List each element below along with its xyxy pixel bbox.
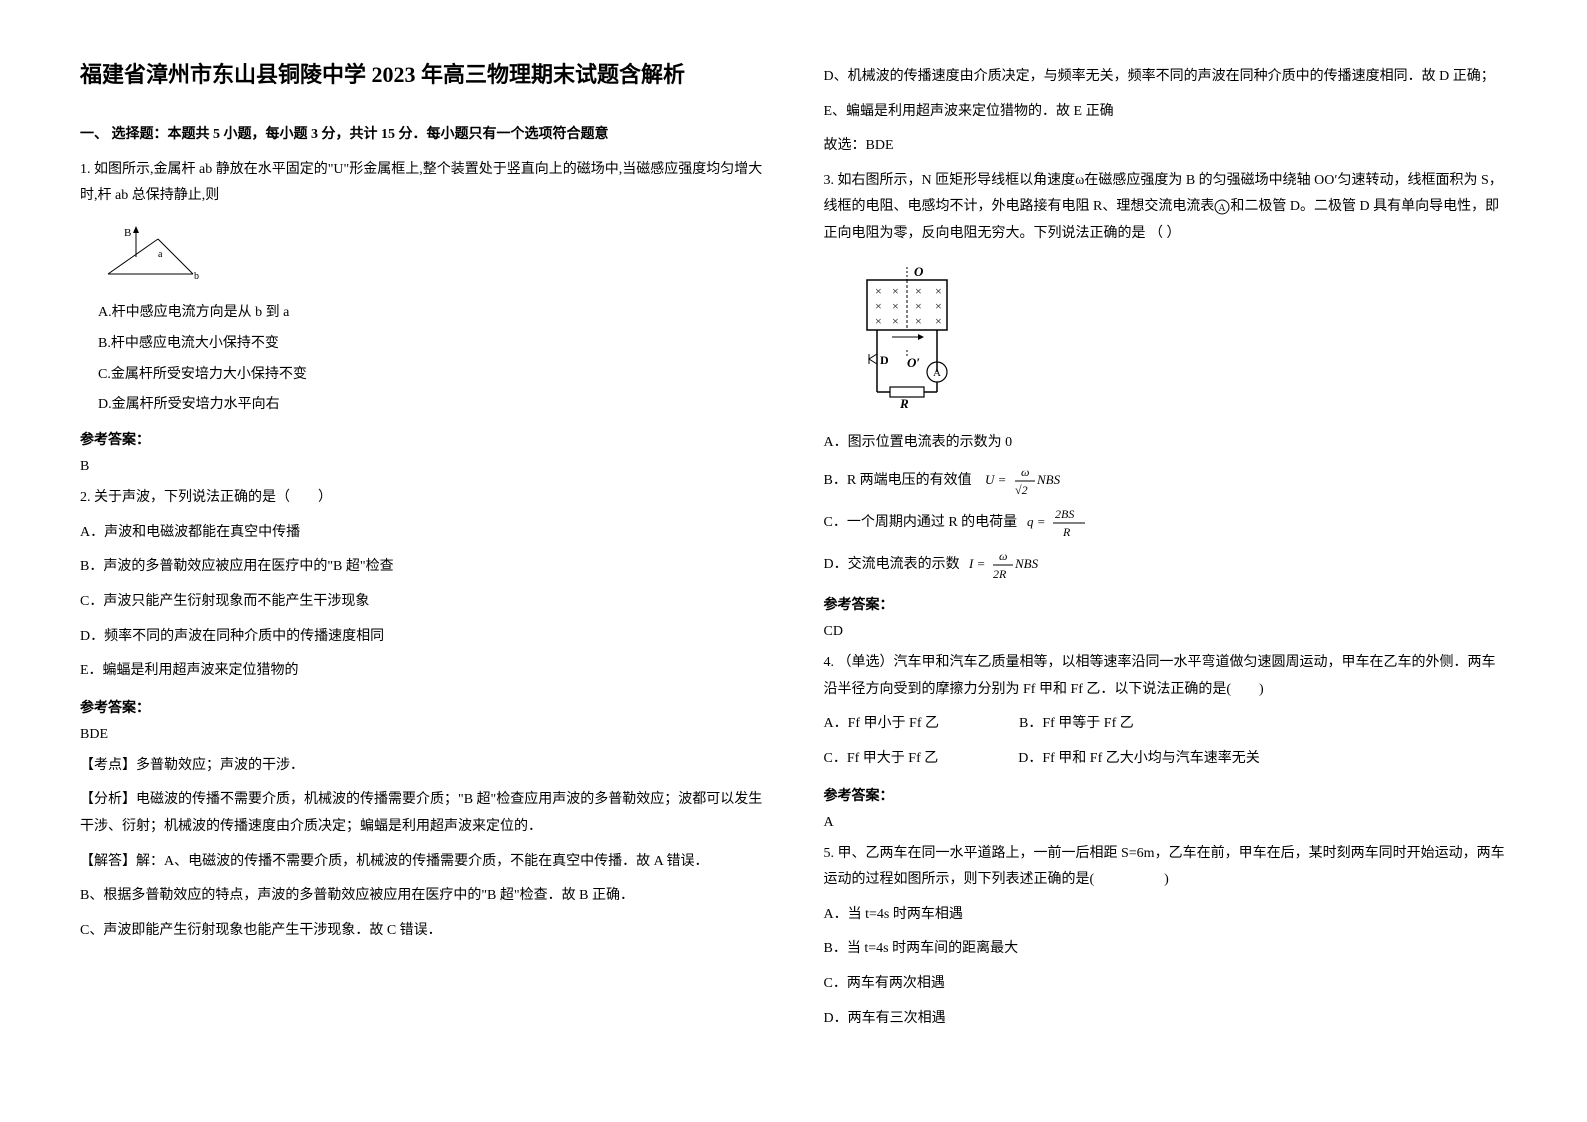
svg-text:ω: ω	[1021, 465, 1029, 479]
q4-option-c: C．Ff 甲大于 Ff 乙	[824, 746, 939, 773]
svg-text:I =: I =	[969, 556, 985, 571]
q4-stem: 4. （单选）汽车甲和汽车乙质量相等，以相等速率沿同一水平弯道做匀速圆周运动，甲…	[824, 650, 1508, 703]
svg-text:R: R	[899, 396, 909, 411]
q2-option-e: E．蝙蝠是利用超声波来定位猎物的	[80, 658, 764, 685]
q2-fenxi: 【分析】电磁波的传播不需要介质，机械波的传播需要介质；"B 超"检查应用声波的多…	[80, 787, 764, 840]
q1-answer: B	[80, 459, 764, 475]
q2-jieda4: D、机械波的传播速度由介质决定，与频率无关，频率不同的声波在同种介质中的传播速度…	[824, 64, 1508, 91]
svg-text:2BS: 2BS	[1055, 507, 1074, 521]
q3-optb-text: B．R 两端电压的有效值	[824, 473, 972, 488]
svg-text:×: ×	[915, 299, 922, 313]
svg-text:NBS: NBS	[1036, 472, 1061, 487]
q2-jieda1: 【解答】解：A、电磁波的传播不需要介质，机械波的传播需要介质，不能在真空中传播．…	[80, 849, 764, 876]
svg-text:×: ×	[892, 284, 899, 298]
svg-text:B: B	[124, 227, 131, 239]
q5-option-b: B．当 t=4s 时两车间的距离最大	[824, 936, 1508, 963]
q3-answer: CD	[824, 624, 1508, 640]
q4-option-a: A．Ff 甲小于 Ff 乙	[824, 711, 940, 738]
svg-text:b: b	[194, 271, 199, 282]
q3-option-d: D．交流电流表的示数 I = ω 2R NBS	[824, 548, 1508, 582]
q3-optd-formula: I = ω 2R NBS	[969, 557, 1059, 572]
section-1-header: 一、 选择题：本题共 5 小题，每小题 3 分，共计 15 分．每小题只有一个选…	[80, 123, 764, 143]
q2-option-b: B．声波的多普勒效应被应用在医疗中的"B 超"检查	[80, 554, 764, 581]
q5-stem: 5. 甲、乙两车在同一水平道路上，一前一后相距 S=6m，乙车在前，甲车在后，某…	[824, 841, 1508, 894]
q3-answer-label: 参考答案：	[824, 594, 1508, 614]
q3-optb-formula: U = ω √2 NBS	[985, 473, 1075, 488]
q1-option-d: D.金属杆所受安培力水平向右	[98, 390, 764, 421]
q1-option-b: B.杆中感应电流大小保持不变	[98, 329, 764, 360]
q2-answer-label: 参考答案：	[80, 697, 764, 717]
q1-option-a: A.杆中感应电流方向是从 b 到 a	[98, 298, 764, 329]
q2-kaodian: 【考点】多普勒效应；声波的干涉．	[80, 753, 764, 780]
page-title: 福建省漳州市东山县铜陵中学 2023 年高三物理期末试题含解析	[80, 60, 764, 91]
svg-text:×: ×	[915, 314, 922, 328]
q3-optc-formula: q = 2BS R	[1027, 515, 1097, 530]
q2-option-a: A．声波和电磁波都能在真空中传播	[80, 520, 764, 547]
q4-option-d: D．Ff 甲和 Ff 乙大小均与汽车速率无关	[1018, 746, 1260, 773]
svg-text:q =: q =	[1027, 514, 1046, 529]
svg-text:√2: √2	[1015, 483, 1028, 497]
svg-text:a: a	[158, 249, 163, 260]
q4-answer-label: 参考答案：	[824, 785, 1508, 805]
q3-option-a: A．图示位置电流表的示数为 0	[824, 430, 1508, 457]
q2-option-d: D．频率不同的声波在同种介质中的传播速度相同	[80, 624, 764, 651]
q2-stem: 2. 关于声波，下列说法正确的是（ ）	[80, 485, 764, 512]
svg-text:O′: O′	[907, 355, 920, 370]
svg-text:2R: 2R	[993, 567, 1007, 581]
q3-option-c: C．一个周期内通过 R 的电荷量 q = 2BS R	[824, 506, 1508, 540]
svg-text:×: ×	[935, 314, 942, 328]
q2-option-c: C．声波只能产生衍射现象而不能产生干涉现象	[80, 589, 764, 616]
q1-figure: B a b	[98, 224, 764, 284]
q3-figure: O × × × × × × × × × × × ×	[842, 262, 1508, 412]
q2-jieda2: B、根据多普勒效应的特点，声波的多普勒效应被应用在医疗中的"B 超"检查．故 B…	[80, 883, 764, 910]
svg-text:×: ×	[892, 314, 899, 328]
svg-text:NBS: NBS	[1014, 556, 1039, 571]
q5-option-a: A．当 t=4s 时两车相遇	[824, 902, 1508, 929]
q3-option-b: B．R 两端电压的有效值 U = ω √2 NBS	[824, 464, 1508, 498]
q2-jieda5: E、蝙蝠是利用超声波来定位猎物的．故 E 正确	[824, 99, 1508, 126]
q3-optd-text: D．交流电流表的示数	[824, 557, 960, 572]
svg-text:U =: U =	[985, 472, 1006, 487]
svg-text:×: ×	[915, 284, 922, 298]
q2-jieda3: C、声波即能产生衍射现象也能产生干涉现象．故 C 错误．	[80, 918, 764, 945]
q1-option-c: C.金属杆所受安培力大小保持不变	[98, 360, 764, 391]
svg-text:×: ×	[875, 314, 882, 328]
q2-jieda6: 故选：BDE	[824, 133, 1508, 160]
q4-answer: A	[824, 815, 1508, 831]
q4-option-b: B．Ff 甲等于 Ff 乙	[1019, 711, 1134, 738]
ammeter-icon: A	[1214, 199, 1230, 215]
svg-text:×: ×	[875, 299, 882, 313]
svg-text:O: O	[914, 264, 924, 279]
q3-stem: 3. 如右图所示，N 匝矩形导线框以角速度ω在磁感应强度为 B 的匀强磁场中绕轴…	[824, 168, 1508, 248]
svg-text:×: ×	[935, 299, 942, 313]
q5-option-d: D．两车有三次相遇	[824, 1006, 1508, 1033]
svg-text:A: A	[1219, 203, 1227, 214]
q2-answer: BDE	[80, 727, 764, 743]
svg-text:A: A	[933, 367, 941, 379]
svg-text:×: ×	[892, 299, 899, 313]
svg-text:ω: ω	[999, 549, 1007, 563]
q5-option-c: C．两车有两次相遇	[824, 971, 1508, 998]
svg-text:×: ×	[875, 284, 882, 298]
svg-text:D: D	[880, 353, 889, 367]
svg-text:R: R	[1062, 525, 1071, 539]
svg-text:×: ×	[935, 284, 942, 298]
q3-optc-text: C．一个周期内通过 R 的电荷量	[824, 515, 1018, 530]
q1-stem: 1. 如图所示,金属杆 ab 静放在水平固定的"U"形金属框上,整个装置处于竖直…	[80, 157, 764, 210]
q1-answer-label: 参考答案：	[80, 429, 764, 449]
